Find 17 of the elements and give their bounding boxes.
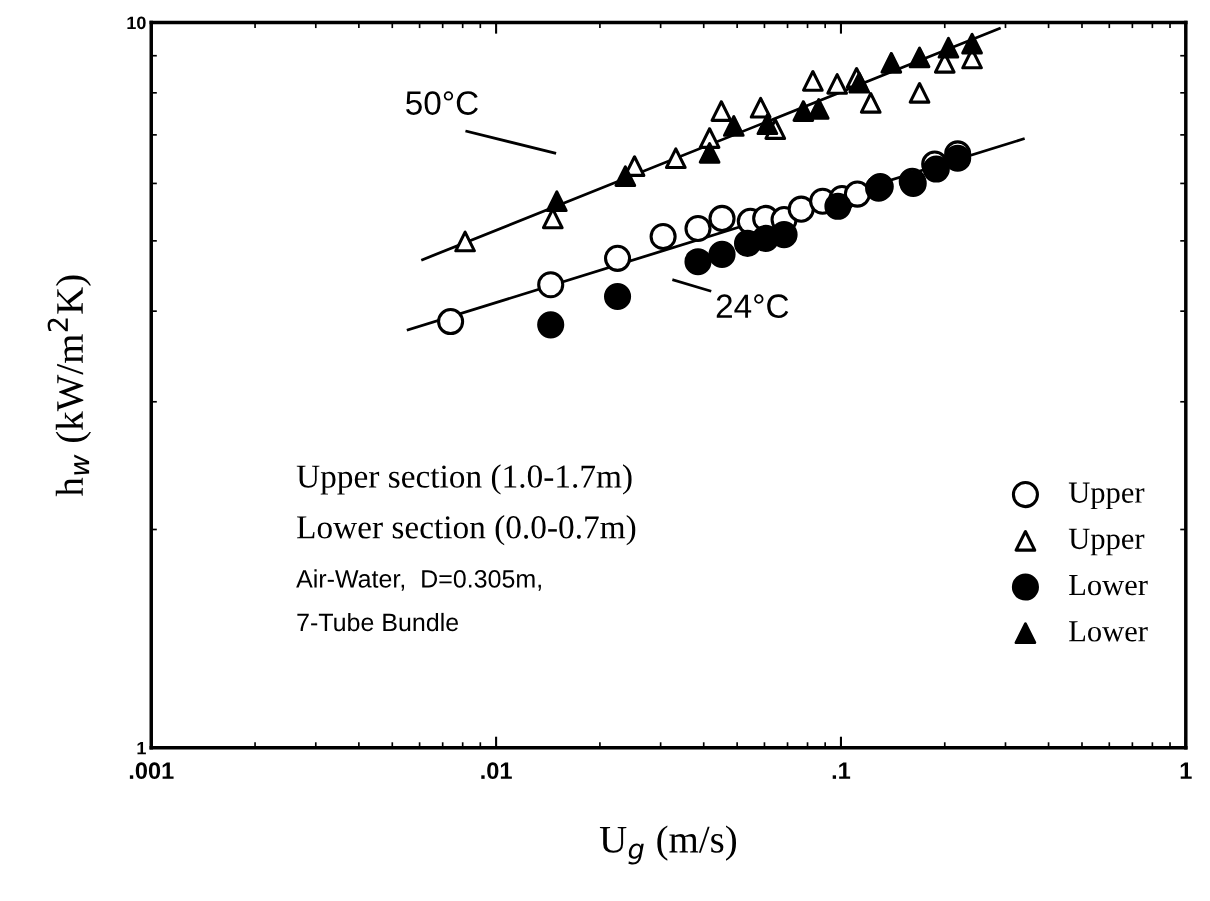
legend-label: Lower [1069,575,1148,596]
legend-label: Upper [1068,528,1145,556]
annotation: 7-Tube Bundle [297,612,459,632]
x-tick-label: .1 [832,762,851,779]
legend-label: Upper [1068,482,1145,510]
y-axis-title: h$_{w}$ (kW/m$^{2}$K) [47,275,92,497]
y-tick-label: 10 [127,16,146,30]
annotation: 24°C [716,294,789,318]
legend-label: Lower [1069,621,1148,642]
x-tick-label: .001 [129,762,174,780]
x-tick-label: .01 [481,762,512,780]
annotation: Lower section (0.0-0.7m) [297,515,636,546]
x-tick-label: 1 [1180,762,1192,779]
x-axis-title: U$_{g}$ (m/s) [599,825,737,865]
annotation: 50°C [406,91,478,115]
annotation: Air-Water, D=0.305m, [296,569,541,591]
annotation: Upper section (1.0-1.7m) [296,464,632,495]
